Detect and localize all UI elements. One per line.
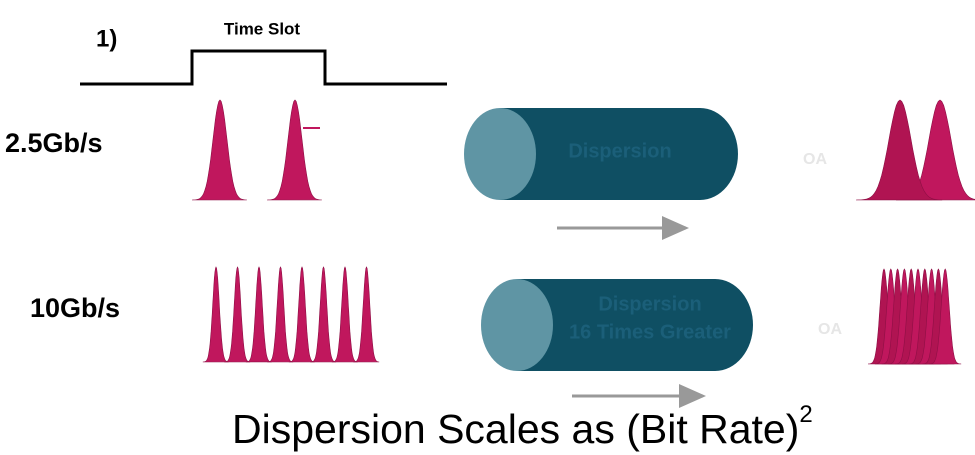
pulse (203, 267, 229, 362)
fiber-end (481, 279, 553, 371)
pulse (192, 100, 247, 200)
pulse (310, 267, 336, 362)
caption-superscript: 2 (799, 401, 812, 428)
time-slot-label: Time Slot (224, 19, 301, 38)
pulse (267, 267, 293, 362)
fiber: Dispersion 16 Times Greater (481, 279, 753, 371)
pulse (353, 267, 379, 362)
pulse (224, 267, 250, 362)
output-pulses (856, 100, 975, 200)
caption-text: Dispersion Scales as (Bit Rate) (232, 406, 799, 452)
amplifier-label: OA (818, 321, 842, 338)
fiber-text: Dispersion (568, 140, 671, 162)
step-label: 1) (96, 25, 117, 52)
pulse (246, 267, 272, 362)
diagram: 1) Time Slot 2.5Gb/s Dispersion OA 10Gb/… (0, 0, 975, 455)
pulse (267, 100, 322, 200)
fiber: Dispersion (464, 108, 738, 200)
amplifier-label: OA (803, 151, 827, 168)
pulse (289, 267, 315, 362)
fiber-text: Dispersion (598, 293, 701, 315)
input-pulses (192, 100, 322, 200)
caption: Dispersion Scales as (Bit Rate)2 (232, 401, 813, 451)
time-slot-waveform (80, 51, 447, 84)
bit-rate-label: 10Gb/s (30, 293, 120, 323)
pulse (332, 267, 358, 362)
output-pulses (868, 269, 961, 364)
input-pulses (203, 267, 379, 362)
bit-rate-label: 2.5Gb/s (5, 128, 103, 158)
fiber-text: 16 Times Greater (569, 321, 731, 343)
fiber-end (464, 108, 536, 200)
